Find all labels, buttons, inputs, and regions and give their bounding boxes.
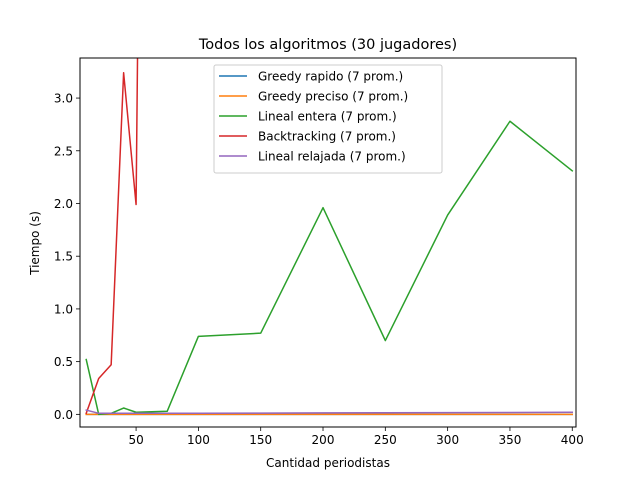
y-tick-label: 3.0 <box>54 92 73 106</box>
series-layer <box>85 58 574 416</box>
x-tick-label: 50 <box>128 433 143 447</box>
x-tick-label: 300 <box>436 433 459 447</box>
y-tick-label: 0.0 <box>54 408 73 422</box>
legend-label-1: Greedy preciso (7 prom.) <box>258 90 408 104</box>
x-tick-label: 250 <box>374 433 397 447</box>
legend-box <box>213 64 443 174</box>
y-axis-ticks: 0.0 0.5 1.0 1.5 2.0 2.5 3.0 <box>54 92 80 422</box>
y-tick-label: 1.0 <box>54 302 73 316</box>
x-tick-label: 350 <box>498 433 521 447</box>
y-tick-label: 0.5 <box>54 355 73 369</box>
legend-label-3: Backtracking (7 prom.) <box>258 130 396 144</box>
y-tick-label: 1.5 <box>54 250 73 264</box>
legend-label-2: Lineal entera (7 prom.) <box>258 110 397 124</box>
y-tick-label: 2.5 <box>54 144 73 158</box>
y-tick-label: 2.0 <box>54 197 73 211</box>
y-axis-label: Tiempo (s) <box>28 211 42 276</box>
legend-label-4: Lineal relajada (7 prom.) <box>258 150 406 164</box>
x-tick-label: 400 <box>561 433 584 447</box>
x-tick-label: 200 <box>312 433 335 447</box>
chart-title: Todos los algoritmos (30 jugadores) <box>198 37 457 53</box>
x-tick-label: 150 <box>249 433 272 447</box>
x-axis-label: Cantidad periodistas <box>266 456 390 470</box>
plot-frame <box>79 57 577 428</box>
series-line-3 <box>85 58 139 415</box>
series-line-4 <box>85 409 574 415</box>
x-tick-label: 100 <box>187 433 210 447</box>
legend: Greedy rapido (7 prom.) Greedy preciso (7… <box>213 64 443 174</box>
x-axis-ticks: 50 100 150 200 250 300 350 400 <box>128 427 584 447</box>
legend-label-0: Greedy rapido (7 prom.) <box>258 70 403 84</box>
